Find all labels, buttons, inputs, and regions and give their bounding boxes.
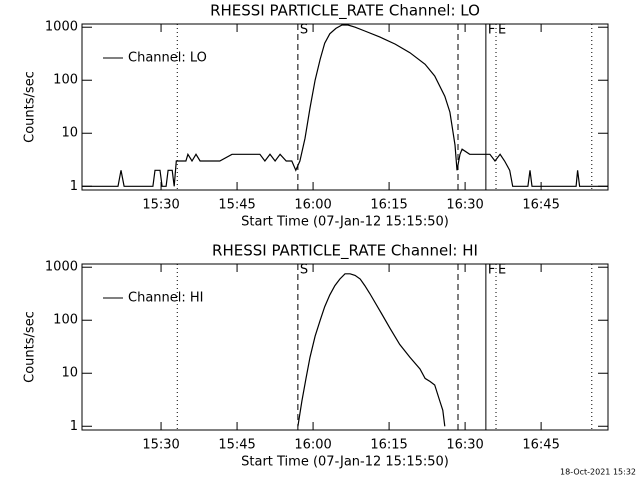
event-label: S (300, 23, 308, 38)
chart-title: RHESSI PARTICLE_RATE Channel: HI (212, 242, 478, 261)
y-axis-label: Counts/sec (23, 71, 38, 143)
x-axis-label: Start Time (07-Jan-12 15:15:50) (241, 215, 449, 230)
y-tick-label: 10 (61, 366, 78, 381)
x-tick-label: 15:30 (142, 438, 179, 453)
x-axis-label: Start Time (07-Jan-12 15:15:50) (241, 455, 449, 470)
x-tick-label: 16:00 (294, 438, 331, 453)
y-tick-label: 1000 (45, 260, 78, 275)
event-label: E (498, 263, 506, 278)
event-label: E (498, 23, 506, 38)
event-label: S (300, 263, 308, 278)
y-axis-label: Counts/sec (23, 311, 38, 383)
plot-frame (81, 23, 609, 191)
x-tick-label: 16:00 (294, 198, 331, 213)
y-tick-label: 100 (53, 73, 78, 88)
y-tick-label: 10 (61, 126, 78, 141)
event-label: F (488, 23, 495, 38)
x-tick-label: 15:45 (218, 438, 255, 453)
x-tick-label: 16:45 (522, 438, 559, 453)
legend-label: Channel: LO (128, 51, 207, 66)
x-tick-label: 15:30 (142, 198, 179, 213)
x-tick-label: 16:30 (446, 198, 483, 213)
y-tick-label: 1 (70, 179, 78, 194)
data-line (82, 24, 608, 187)
data-line (297, 273, 446, 427)
plot-frame (81, 263, 609, 431)
event-label: F (488, 263, 495, 278)
x-tick-label: 16:15 (370, 198, 407, 213)
x-tick-label: 15:45 (218, 198, 255, 213)
footer-date: 18-Oct-2021 15:32 (560, 468, 636, 477)
x-tick-label: 16:30 (446, 438, 483, 453)
y-tick-label: 100 (53, 313, 78, 328)
chart-title: RHESSI PARTICLE_RATE Channel: LO (210, 2, 480, 21)
x-tick-label: 16:45 (522, 198, 559, 213)
y-tick-label: 1 (70, 419, 78, 434)
legend-label: Channel: HI (128, 291, 204, 306)
y-tick-label: 1000 (45, 20, 78, 35)
x-tick-label: 16:15 (370, 438, 407, 453)
